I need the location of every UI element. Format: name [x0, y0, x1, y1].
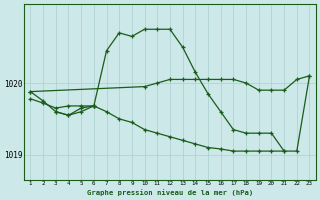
- X-axis label: Graphe pression niveau de la mer (hPa): Graphe pression niveau de la mer (hPa): [87, 189, 253, 196]
